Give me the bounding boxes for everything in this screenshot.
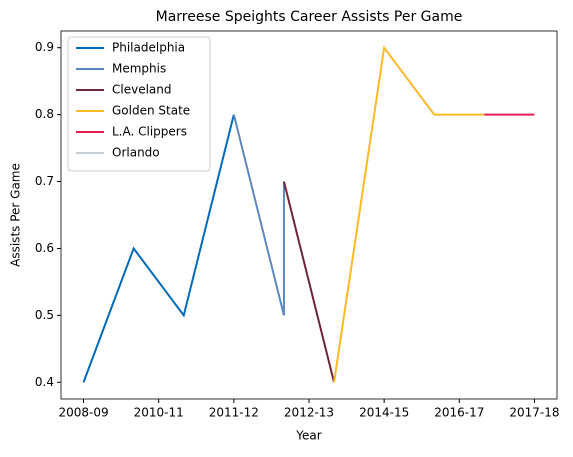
y-axis-label: Assists Per Game xyxy=(9,163,23,267)
legend-label: Orlando xyxy=(112,146,160,160)
y-tick-label: 0.7 xyxy=(35,174,54,188)
y-tick-label: 0.4 xyxy=(35,375,54,389)
chart-title: Marreese Speights Career Assists Per Gam… xyxy=(156,9,463,25)
x-axis-label: Year xyxy=(295,429,321,443)
line xyxy=(282,181,336,383)
y-tick-label: 0.9 xyxy=(35,40,54,54)
x-tick-label: 2016-17 xyxy=(434,406,484,420)
x-tick-label: 2017-18 xyxy=(509,406,559,420)
x-tick-label: 2011-12 xyxy=(209,406,259,420)
legend-label: Memphis xyxy=(112,62,166,76)
y-tick-label: 0.5 xyxy=(35,308,54,322)
legend-box xyxy=(67,36,211,172)
x-tick-label: 2014-15 xyxy=(359,406,409,420)
legend-label: Philadelphia xyxy=(112,41,185,55)
y-tick-label: 0.6 xyxy=(35,241,54,255)
line xyxy=(82,114,235,383)
legend-label: L.A. Clippers xyxy=(112,125,187,139)
y-tick-label: 0.8 xyxy=(35,107,54,121)
line xyxy=(333,45,485,383)
x-tick-label: 2010-11 xyxy=(134,406,184,420)
x-tick-label: 2012-13 xyxy=(284,406,334,420)
plot-frame xyxy=(60,30,558,400)
line xyxy=(232,114,285,316)
x-tick-label: 2008-09 xyxy=(58,406,108,420)
legend-label: Golden State xyxy=(112,104,190,118)
legend-label: Cleveland xyxy=(112,83,172,97)
